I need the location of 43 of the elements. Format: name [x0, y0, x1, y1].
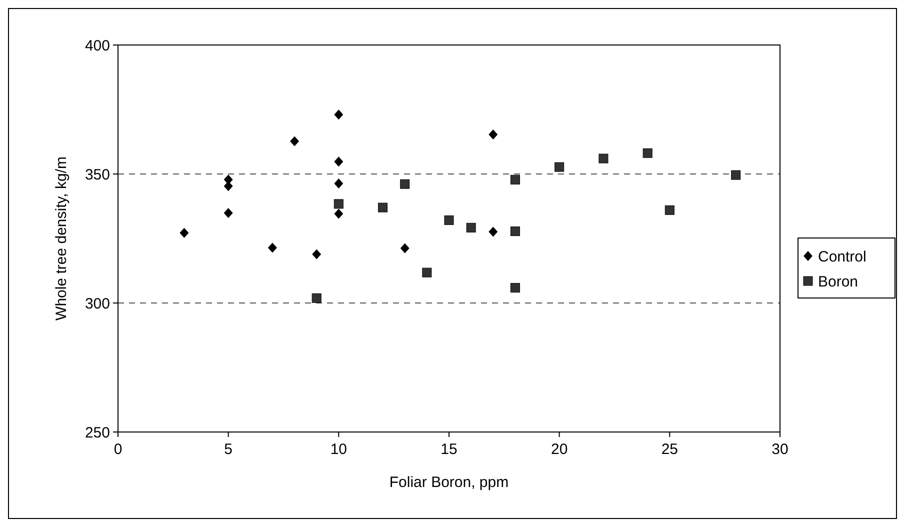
point	[554, 162, 564, 172]
point	[444, 215, 454, 225]
legend-label: Boron	[818, 273, 858, 290]
point	[664, 205, 674, 215]
legend-label: Control	[818, 248, 866, 266]
point	[312, 293, 322, 303]
point	[268, 242, 277, 253]
point	[510, 174, 520, 184]
point	[598, 154, 608, 164]
x-tick-label: 10	[330, 441, 348, 458]
point	[334, 208, 344, 219]
point	[180, 228, 189, 238]
point	[224, 208, 233, 218]
y-tick-label: 300	[84, 295, 110, 312]
point	[400, 179, 410, 189]
point	[290, 136, 300, 146]
point	[224, 181, 233, 192]
point	[312, 249, 322, 260]
point	[334, 110, 344, 120]
y-tick-label: 250	[84, 424, 110, 442]
y-tick-label: 350	[84, 166, 110, 184]
y-axis-title: Whole tree density, kg/m	[53, 156, 70, 320]
x-axis-title: Foliar Boron, ppm	[389, 474, 509, 491]
point	[642, 148, 652, 158]
point	[510, 226, 520, 236]
point	[466, 222, 476, 232]
point	[510, 283, 520, 293]
point	[731, 170, 741, 180]
y-tick-label: 400	[84, 37, 110, 54]
point	[334, 199, 344, 209]
point	[334, 178, 344, 189]
x-tick-label: 5	[224, 441, 233, 458]
point	[334, 156, 344, 167]
x-tick-label: 25	[661, 441, 678, 458]
point	[488, 130, 498, 140]
point	[422, 268, 432, 278]
x-tick-label: 20	[550, 441, 568, 458]
x-tick-label: 30	[772, 441, 788, 458]
point	[378, 202, 388, 212]
point	[488, 226, 498, 237]
point	[400, 243, 410, 254]
x-tick-label: 15	[440, 441, 458, 458]
x-tick-label: 0	[114, 441, 122, 458]
